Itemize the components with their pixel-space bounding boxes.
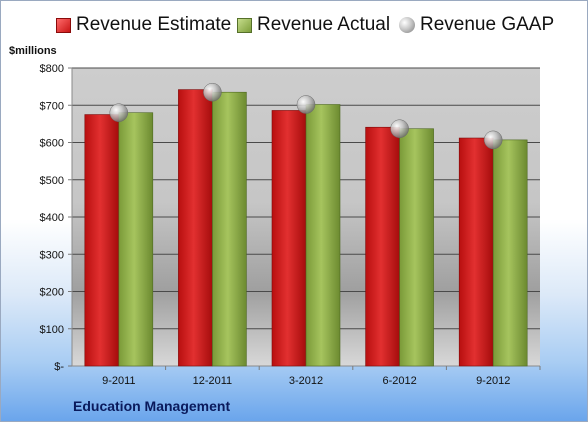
legend-swatch-revenue-estimate [56,17,71,33]
x-tick-label: 9-2011 [102,375,135,387]
bar-revenue-actual [305,104,341,367]
legend-swatch-revenue-gaap [399,17,415,33]
y-tick-label: $800 [40,63,64,75]
legend-item-revenue-estimate: Revenue Estimate [56,14,231,36]
marker-revenue-gaap [203,82,222,102]
marker-revenue-gaap [109,103,129,122]
y-tick-label: $- [54,361,64,373]
bar-revenue-estimate [365,126,400,367]
legend-label-revenue-estimate: Revenue Estimate [76,14,232,35]
y-tick-label: $300 [40,249,64,261]
bar-revenue-estimate [84,114,120,367]
marker-revenue-gaap [390,119,409,138]
legend-item-revenue-actual: Revenue Actual [237,14,390,36]
x-tick-label: 9-2012 [476,375,510,387]
y-tick-label: $700 [40,100,64,112]
x-tick-label: 3-2012 [289,375,323,387]
marker-revenue-gaap [483,130,503,150]
legend-label-revenue-actual: Revenue Actual [257,14,391,35]
bar-revenue-actual [492,139,528,367]
y-tick-label: $400 [40,212,64,224]
legend: Revenue Estimate Revenue Actual Revenue … [0,14,588,42]
bar-revenue-actual [212,91,247,367]
bar-revenue-actual [118,112,154,367]
company-name: Education Management [73,398,231,414]
y-tick-label: $600 [40,138,64,150]
bar-revenue-estimate [178,89,213,367]
legend-item-revenue-gaap: Revenue GAAP [399,14,554,36]
y-tick-label: $100 [40,324,64,336]
y-tick-label: $200 [40,287,64,299]
y-axis-unit-label: $millions [9,45,57,57]
bar-revenue-estimate [271,110,307,367]
legend-label-revenue-gaap: Revenue GAAP [420,14,555,35]
marker-revenue-gaap [296,95,316,114]
x-tick-label: 12-2011 [193,375,233,387]
y-tick-label: $500 [40,175,64,187]
bar-revenue-actual [399,128,434,367]
legend-swatch-revenue-actual [237,17,252,33]
x-tick-label: 6-2012 [382,375,416,387]
bar-revenue-estimate [458,137,494,367]
